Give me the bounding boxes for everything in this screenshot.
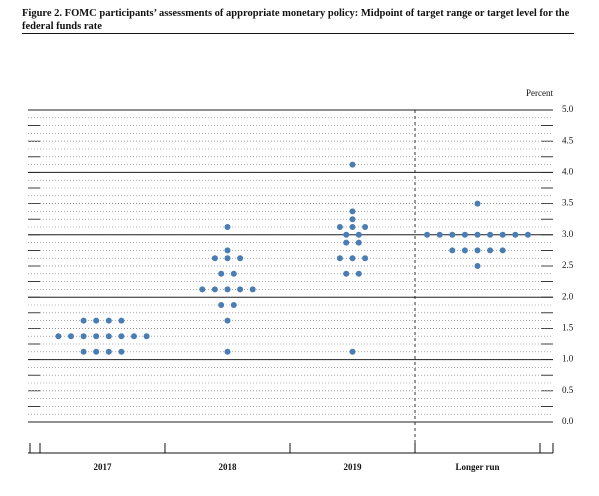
x-tick-label: 2017 [94, 462, 113, 472]
dot [211, 255, 218, 262]
y-tick-label: 0.0 [562, 416, 574, 426]
dot [349, 348, 356, 355]
dot [487, 247, 494, 254]
dot [237, 286, 244, 293]
title-rule [22, 33, 574, 34]
dot [199, 286, 206, 293]
dot [349, 208, 356, 215]
dot [224, 348, 231, 355]
dot [80, 317, 87, 324]
dot [524, 231, 531, 238]
y-tick-label: 5.0 [562, 104, 574, 114]
y-tick-label: 0.5 [562, 385, 574, 395]
y-tick-label: 3.5 [562, 198, 574, 208]
dot [224, 317, 231, 324]
dot [68, 333, 74, 340]
dot [249, 286, 256, 293]
dot [143, 333, 150, 340]
dot [474, 247, 481, 254]
dot [343, 231, 350, 238]
dot [93, 317, 100, 324]
dot [343, 239, 350, 246]
dot [224, 247, 231, 254]
dot [55, 333, 62, 340]
dot [349, 161, 356, 168]
dot [355, 239, 362, 246]
dot [362, 224, 369, 230]
dot [118, 348, 125, 355]
y-tick-label: 2.5 [562, 260, 574, 270]
dot [349, 224, 356, 230]
dot [93, 348, 100, 355]
dot [349, 255, 356, 262]
dot [230, 270, 237, 277]
dot [224, 286, 231, 293]
dot [449, 247, 456, 254]
dot [211, 286, 218, 293]
y-tick-label: 4.5 [562, 135, 574, 145]
dot [80, 348, 87, 355]
dot [336, 255, 343, 262]
y-tick-label: 2.0 [562, 291, 574, 301]
dot [105, 317, 112, 324]
dot [436, 231, 443, 238]
dot [461, 247, 468, 254]
dot [474, 263, 481, 269]
dot [474, 200, 481, 207]
dot [343, 270, 350, 277]
dot [424, 231, 431, 238]
dot [237, 255, 244, 262]
dot [118, 317, 125, 324]
dot [336, 224, 343, 230]
dot [355, 270, 362, 277]
x-tick-label: Longer run [455, 462, 499, 472]
dot [80, 333, 87, 340]
dot [349, 216, 356, 223]
dot [230, 302, 237, 308]
dot [461, 231, 468, 238]
y-tick-label: 1.0 [562, 354, 574, 364]
x-tick-label: 2018 [219, 462, 238, 472]
dot [224, 224, 231, 230]
dot [131, 333, 137, 340]
dot [224, 255, 231, 262]
dot [218, 302, 225, 308]
dot [105, 333, 112, 340]
x-tick-label: 2019 [344, 462, 363, 472]
dot [449, 231, 456, 238]
y-tick-label: 4.0 [562, 166, 574, 176]
dot [355, 231, 362, 238]
dot [93, 333, 100, 340]
dot [499, 247, 506, 254]
dot [487, 231, 494, 238]
dot [218, 270, 225, 277]
dot [512, 231, 519, 238]
chart-title: Figure 2. FOMC participants’ assessments… [22, 8, 570, 32]
y-tick-label: 3.0 [562, 229, 574, 239]
dot [474, 231, 481, 238]
y-tick-label: 1.5 [562, 322, 574, 332]
dot [362, 255, 369, 262]
y-axis-label: Percent [526, 88, 553, 98]
dot [105, 348, 112, 355]
dot [499, 231, 506, 238]
dot [118, 333, 125, 340]
